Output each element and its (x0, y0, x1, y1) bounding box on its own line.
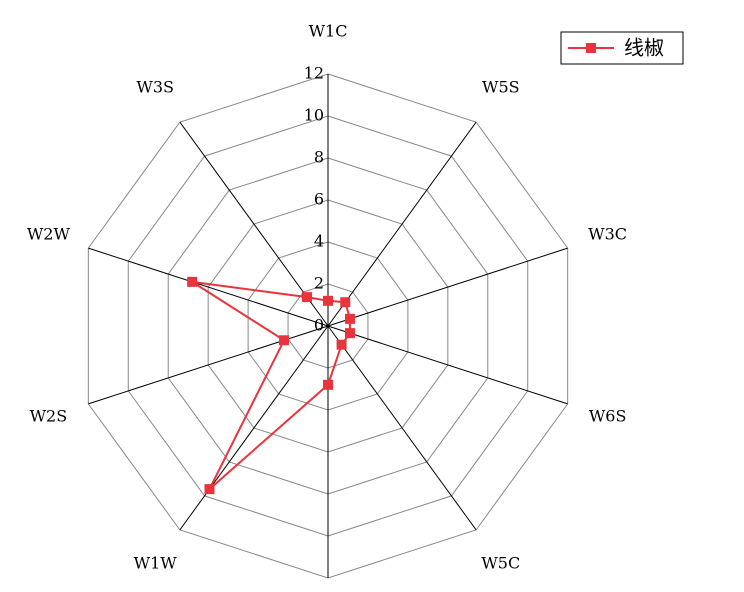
axis-line (88, 247, 329, 327)
data-point (344, 313, 355, 324)
data-point (323, 379, 333, 390)
axis-line (327, 325, 477, 531)
data-point (187, 276, 198, 287)
category-label: W3C (588, 225, 627, 244)
data-point (344, 328, 355, 339)
axis-line (179, 121, 329, 327)
category-label: W6S (589, 406, 627, 425)
axis-line (327, 325, 568, 405)
data-point (302, 292, 313, 303)
tick-label: 4 (314, 232, 324, 251)
category-label: W3S (136, 78, 174, 97)
data-point (204, 484, 215, 495)
axis-line (179, 325, 329, 531)
tick-label: 2 (314, 274, 324, 293)
axis-line (327, 247, 568, 327)
legend-marker (586, 43, 596, 53)
category-label: W1C (309, 22, 348, 41)
legend-label: 线椒 (624, 36, 664, 60)
tick-label: 6 (314, 190, 324, 209)
tick-label: 0 (314, 316, 324, 335)
data-point (340, 297, 351, 308)
tick-label: 12 (304, 64, 324, 83)
data-point (279, 335, 290, 346)
legend: 线椒 (560, 31, 684, 65)
category-label: W5C (481, 553, 520, 572)
tick-label: 10 (304, 106, 324, 125)
category-label: W2S (30, 406, 68, 425)
axis-line (327, 121, 477, 327)
data-point (323, 295, 333, 306)
data-point (336, 339, 347, 350)
category-label: W5S (482, 78, 520, 97)
category-label: W2W (27, 225, 71, 244)
tick-label: 8 (314, 148, 324, 167)
category-label: W1W (134, 553, 178, 572)
